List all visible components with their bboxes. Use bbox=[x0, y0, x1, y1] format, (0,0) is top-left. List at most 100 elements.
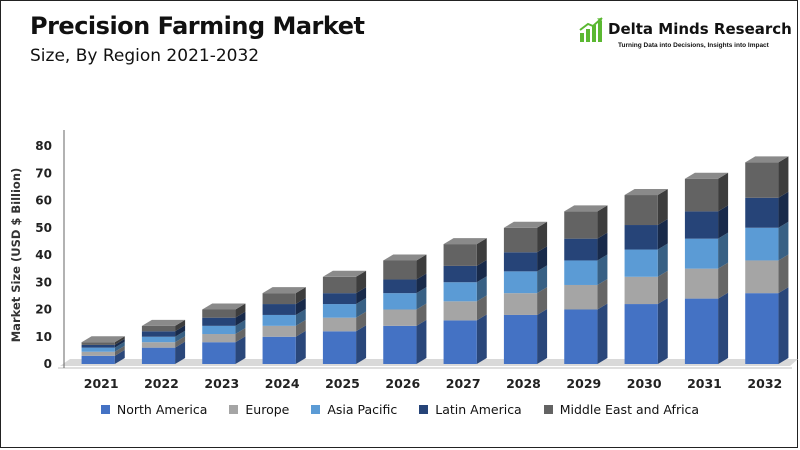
y-tick-label: 30 bbox=[35, 275, 52, 289]
bar-segment-side bbox=[356, 298, 367, 318]
bar-segment-side bbox=[235, 319, 246, 335]
bar-segment-side bbox=[416, 254, 427, 280]
bar-segment bbox=[202, 334, 236, 343]
bar-segment bbox=[624, 195, 658, 226]
bar-chart-growth-icon bbox=[579, 17, 603, 42]
bar-stack bbox=[443, 238, 487, 364]
legend-label: Latin America bbox=[435, 402, 522, 417]
bar-segment-side bbox=[476, 295, 487, 321]
bar-segment bbox=[262, 314, 296, 326]
bar-segment-side bbox=[175, 319, 186, 332]
bar-segment bbox=[503, 293, 538, 315]
bar-segment bbox=[202, 309, 236, 318]
x-tick-label: 2022 bbox=[144, 376, 179, 391]
bar-segment bbox=[383, 309, 417, 326]
bar-segment-side bbox=[295, 287, 306, 305]
bar-segment-side bbox=[416, 273, 427, 294]
bar-segment-side bbox=[416, 319, 427, 364]
brand-name: Delta Minds Research bbox=[608, 20, 792, 38]
bar-top bbox=[383, 254, 427, 261]
bar-segment-side bbox=[476, 314, 487, 364]
bar-segment-side bbox=[657, 189, 668, 226]
bar-segment-side bbox=[114, 349, 125, 364]
bar-segment-side bbox=[537, 308, 548, 364]
bar-segment bbox=[262, 325, 296, 337]
legend-swatch bbox=[229, 405, 239, 414]
y-tick-label: 20 bbox=[35, 303, 52, 317]
bar-segment-side bbox=[295, 298, 306, 315]
bar-segment bbox=[684, 211, 719, 239]
x-tick-label: 2025 bbox=[325, 376, 360, 391]
bar-segment bbox=[745, 227, 779, 261]
bar-segment bbox=[684, 268, 719, 299]
bar-segment-side bbox=[778, 156, 789, 198]
legend-item: Asia Pacific bbox=[311, 402, 397, 417]
bar-segment bbox=[322, 276, 357, 294]
bar-segment bbox=[443, 320, 477, 364]
bar-stack bbox=[322, 270, 367, 364]
y-tick-label: 50 bbox=[35, 221, 52, 235]
bar-segment-side bbox=[235, 328, 246, 343]
y-tick-label: 40 bbox=[35, 248, 52, 262]
bar-segment-side bbox=[657, 243, 668, 277]
bar-segment bbox=[383, 293, 417, 310]
bar-segment bbox=[141, 331, 176, 337]
bar-segment-side bbox=[416, 287, 427, 310]
bar-segment bbox=[745, 260, 779, 294]
bar-segment bbox=[684, 238, 719, 269]
bar-segment bbox=[745, 197, 779, 228]
bar-segment bbox=[624, 276, 658, 305]
bar-top bbox=[624, 189, 668, 196]
bar-segment-side bbox=[476, 276, 487, 302]
bar-segment bbox=[262, 293, 296, 305]
page-title: Precision Farming Market bbox=[30, 12, 365, 40]
bar-segment bbox=[564, 309, 598, 364]
bar-top bbox=[202, 303, 246, 310]
y-tick-label: 10 bbox=[35, 330, 52, 344]
y-tick-label: 70 bbox=[35, 166, 52, 180]
bar-segment-side bbox=[597, 303, 608, 364]
bar-segment bbox=[322, 331, 357, 364]
bar-segment bbox=[443, 301, 477, 321]
bar-segment-side bbox=[356, 270, 367, 294]
bar-segment-side bbox=[537, 221, 548, 253]
bar-segment bbox=[443, 265, 477, 283]
bar-segment bbox=[81, 342, 115, 345]
bar-segment-side bbox=[537, 287, 548, 315]
legend-swatch bbox=[311, 405, 321, 414]
bar-top bbox=[745, 156, 789, 163]
bar-segment bbox=[322, 304, 357, 318]
bar-stack bbox=[684, 172, 729, 364]
x-tick-label: 2032 bbox=[747, 376, 782, 391]
y-axis-title: Market Size (USD $ Billion) bbox=[9, 168, 23, 343]
legend-item: Europe bbox=[229, 402, 289, 417]
bar-segment bbox=[564, 211, 598, 239]
bar-segment bbox=[624, 304, 658, 364]
legend-label: Europe bbox=[245, 402, 290, 417]
bar-stack bbox=[745, 156, 789, 364]
bar-segment bbox=[81, 347, 115, 352]
x-tick-label: 2030 bbox=[627, 376, 662, 391]
bar-segment bbox=[443, 244, 477, 266]
bar-segment-side bbox=[114, 341, 125, 352]
bar-segment-side bbox=[114, 336, 125, 345]
bar-segment bbox=[322, 293, 357, 305]
chart-legend: North America Europe Asia Pacific Latin Ame… bbox=[0, 402, 800, 417]
bar-segment-side bbox=[718, 262, 729, 299]
bar-segment bbox=[503, 252, 538, 272]
bar-segment-side bbox=[657, 219, 668, 250]
bar-segment-side bbox=[778, 221, 789, 261]
bar-top bbox=[684, 172, 729, 179]
legend-item: Middle East and Africa bbox=[543, 402, 699, 417]
legend-swatch bbox=[419, 405, 429, 414]
bar-segment-side bbox=[356, 287, 367, 305]
chart-area: 0 10 20 30 40 50 60 70 80 Market Size (USD $ Bill… bbox=[0, 110, 800, 450]
bar-segment-side bbox=[235, 336, 246, 364]
bar-segment bbox=[141, 342, 176, 348]
bar-segment-side bbox=[114, 338, 125, 348]
brand-logo: Delta Minds Research Turning Data into D… bbox=[578, 16, 793, 56]
bar-stack bbox=[624, 189, 668, 364]
bar-segment bbox=[564, 238, 598, 261]
